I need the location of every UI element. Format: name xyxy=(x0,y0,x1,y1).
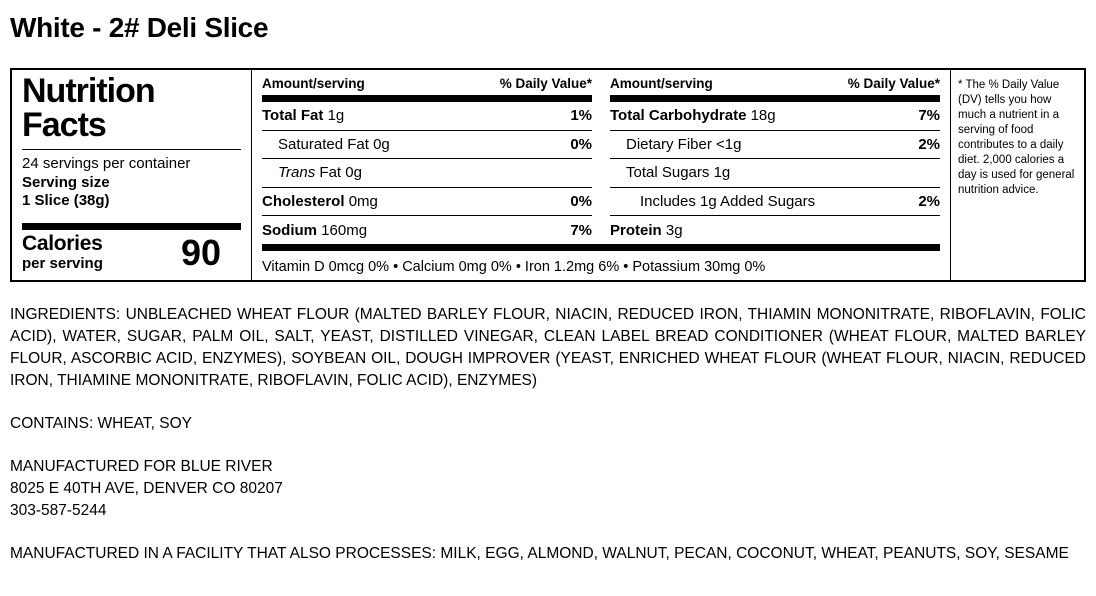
nutrition-facts-panel: Nutrition Facts 24 servings per containe… xyxy=(10,68,1086,282)
nutrient-amount: 0g xyxy=(373,135,390,153)
nutrient-dv: 2% xyxy=(918,193,940,211)
divider xyxy=(22,149,241,150)
nutrient-name: Saturated Fat xyxy=(278,135,369,153)
nutrient-amount: 18g xyxy=(750,107,776,125)
nf-heading-line1: Nutrition xyxy=(22,72,156,110)
nutrient-dv: 7% xyxy=(570,221,592,239)
nutrient-amount: 1g xyxy=(327,107,345,125)
nutrient-columns-wrap: Amount/serving % Daily Value* Total Fat … xyxy=(252,70,950,280)
row-sodium: Sodium 160mg 7% xyxy=(262,216,592,244)
nutrient-name: Includes 1g Added Sugars xyxy=(640,193,816,211)
micronutrients-line: Vitamin D 0mcg 0% • Calcium 0mg 0% • Iro… xyxy=(262,259,766,275)
nutrient-dv: 0% xyxy=(570,193,592,211)
nutrient-columns: Amount/serving % Daily Value* Total Fat … xyxy=(262,70,940,244)
ingredients-paragraph: INGREDIENTS: UNBLEACHED WHEAT FLOUR (MAL… xyxy=(10,306,1086,389)
row-added-sugars: Includes 1g Added Sugars 2% xyxy=(610,188,940,217)
nutrient-column-1: Amount/serving % Daily Value* Total Fat … xyxy=(262,70,592,244)
nutrient-amount: 0mg xyxy=(348,193,378,211)
serving-size-label: Serving size xyxy=(22,174,110,191)
nutrient-column-2: Amount/serving % Daily Value* Total Carb… xyxy=(610,70,940,244)
nutrient-dv: 2% xyxy=(918,135,940,153)
nutrient-name: Trans xyxy=(278,164,316,182)
nutrient-amount: 3g xyxy=(665,221,683,239)
manufacturer-address: 8025 E 40TH AVE, DENVER CO 80207 xyxy=(10,480,283,497)
row-trans-fat: Trans Fat 0g xyxy=(262,159,592,188)
thick-divider-bar xyxy=(22,223,241,231)
servings-per-container: 24 servings per container xyxy=(22,155,191,172)
row-dietary-fiber: Dietary Fiber <1g 2% xyxy=(610,131,940,160)
calories-labels: Calories per serving xyxy=(22,233,103,272)
thick-divider-bar xyxy=(262,95,592,102)
nf-heading-line2: Facts xyxy=(22,106,107,144)
nutrient-name: Total Sugars xyxy=(626,164,710,182)
column1-header: Amount/serving % Daily Value* xyxy=(262,70,592,95)
nutrient-dv: 0% xyxy=(570,135,592,153)
nutrient-amount: Fat 0g xyxy=(319,164,362,182)
nutrition-facts-main: Amount/serving % Daily Value* Total Fat … xyxy=(252,70,1084,280)
page-title: White - 2# Deli Slice xyxy=(10,12,269,43)
manufacturer-phone: 303-587-5244 xyxy=(10,502,107,519)
column2-header: Amount/serving % Daily Value* xyxy=(610,70,940,95)
nutrient-amount: 160mg xyxy=(321,221,368,239)
calories-sublabel: per serving xyxy=(22,254,103,272)
thick-divider-bar xyxy=(262,244,940,251)
row-total-carbohydrate: Total Carbohydrate 18g 7% xyxy=(610,102,940,131)
nutrient-name: Total Fat xyxy=(262,107,324,125)
calories-value: 90 xyxy=(180,231,221,273)
nutrient-amount: <1g xyxy=(716,135,742,153)
row-cholesterol: Cholesterol 0mg 0% xyxy=(262,188,592,217)
row-saturated-fat: Saturated Fat 0g 0% xyxy=(262,131,592,160)
nutrient-name: Dietary Fiber xyxy=(626,135,712,153)
manufacturer-block: MANUFACTURED FOR BLUE RIVER 8025 E 40TH … xyxy=(10,456,1086,522)
nutrient-name: Cholesterol xyxy=(262,193,345,211)
row-total-fat: Total Fat 1g 1% xyxy=(262,102,592,131)
column2-amount-header: Amount/serving xyxy=(610,76,713,91)
row-protein: Protein 3g xyxy=(610,216,940,244)
nutrition-facts-left-panel: Nutrition Facts 24 servings per containe… xyxy=(12,70,252,280)
column1-dv-header: % Daily Value* xyxy=(499,76,592,91)
facility-allergen-statement: MANUFACTURED IN A FACILITY THAT ALSO PRO… xyxy=(10,545,1069,562)
thick-divider-bar xyxy=(610,95,940,102)
nutrient-dv: 7% xyxy=(918,107,940,125)
calories-label: Calories xyxy=(22,232,103,256)
contains-statement: CONTAINS: WHEAT, SOY xyxy=(10,415,192,432)
nutrition-facts-heading: Nutrition Facts xyxy=(22,74,241,142)
nutrient-name: Protein xyxy=(610,221,662,239)
nutrient-name: Sodium xyxy=(262,221,317,239)
serving-size-value: 1 Slice (38g) xyxy=(22,192,110,209)
row-total-sugars: Total Sugars 1g xyxy=(610,159,940,188)
daily-value-footnote: * The % Daily Value (DV) tells you how m… xyxy=(950,70,1084,280)
nutrient-dv: 1% xyxy=(570,107,592,125)
manufacturer-name: MANUFACTURED FOR BLUE RIVER xyxy=(10,458,273,475)
nutrient-name: Total Carbohydrate xyxy=(610,107,747,125)
column1-amount-header: Amount/serving xyxy=(262,76,365,91)
column2-dv-header: % Daily Value* xyxy=(847,76,940,91)
nutrient-amount: 1g xyxy=(713,164,731,182)
calories-row: Calories per serving 90 xyxy=(22,230,241,272)
